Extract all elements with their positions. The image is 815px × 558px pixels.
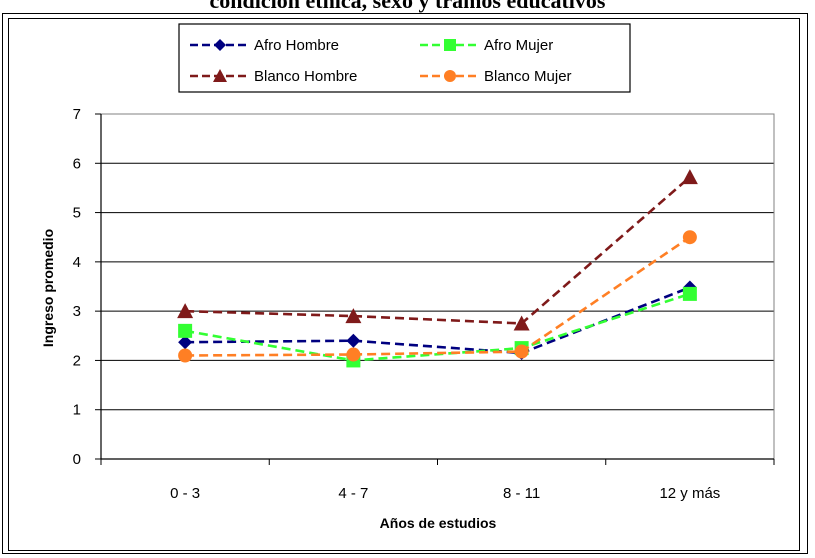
point-afro-hombre-1 — [346, 333, 361, 348]
point-blanco-mujer-3 — [682, 230, 697, 245]
legend-item-afro-mujer: Afro Mujer — [420, 37, 553, 54]
legend-marker-blanco-hombre — [213, 69, 227, 82]
legend-label-afro-hombre: Afro Hombre — [254, 37, 339, 54]
y-tick-label-4: 4 — [73, 254, 81, 271]
point-blanco-hombre-0 — [177, 303, 194, 319]
axes — [95, 113, 775, 465]
legend-label-afro-mujer: Afro Mujer — [484, 37, 553, 54]
point-blanco-mujer-1 — [346, 347, 361, 362]
legend-marker-afro-mujer — [444, 39, 456, 51]
legend-box — [178, 23, 631, 93]
legend: Afro Hombre Afro Mujer Blanco Hombre Blanco… — [178, 23, 631, 93]
series-blanco-mujer — [178, 230, 697, 363]
x-tick-label-3: 12 y más — [659, 485, 720, 502]
chart-title: condición étnica, sexo y tramos educativ… — [209, 0, 606, 13]
series-blanco-hombre — [177, 169, 698, 331]
series-line-blanco-hombre — [185, 176, 691, 325]
point-blanco-mujer-2 — [514, 344, 529, 359]
legend-item-afro-hombre: Afro Hombre — [190, 37, 339, 54]
series-line-afro-mujer — [184, 292, 691, 362]
point-afro-hombre-0 — [178, 335, 193, 350]
point-afro-mujer-3 — [682, 286, 697, 301]
legend-label-blanco-hombre: Blanco Hombre — [254, 68, 357, 85]
x-tick-labels: 0 - 3 4 - 7 8 - 11 12 y más — [170, 485, 720, 502]
legend-marker-blanco-mujer — [444, 70, 456, 82]
gridlines — [101, 113, 774, 411]
y-tick-labels: 0 1 2 3 4 5 6 7 — [73, 106, 81, 468]
y-tick-label-5: 5 — [73, 205, 81, 222]
point-blanco-hombre-2 — [513, 315, 530, 331]
chart-outer-frame — [2, 13, 808, 554]
x-axis-title: Años de estudios — [380, 515, 497, 531]
legend-item-blanco-mujer: Blanco Mujer — [420, 68, 572, 85]
point-blanco-hombre-3 — [681, 169, 698, 185]
point-blanco-mujer-0 — [178, 348, 193, 363]
y-tick-label-6: 6 — [73, 155, 81, 172]
y-tick-label-0: 0 — [73, 451, 81, 468]
x-tick-label-2: 8 - 11 — [503, 485, 540, 502]
chart-inner-frame — [8, 18, 800, 551]
x-tick-label-1: 4 - 7 — [338, 485, 368, 502]
series-line-blanco-mujer — [185, 236, 691, 357]
legend-item-blanco-hombre: Blanco Hombre — [190, 68, 357, 85]
y-tick-label-1: 1 — [73, 402, 81, 419]
plot-area-border — [100, 113, 775, 460]
legend-label-blanco-mujer: Blanco Mujer — [484, 68, 572, 85]
y-tick-label-2: 2 — [73, 352, 81, 369]
y-tick-label-7: 7 — [73, 106, 81, 123]
series-group — [177, 169, 698, 368]
x-tick-label-0: 0 - 3 — [170, 485, 200, 502]
y-tick-label-3: 3 — [73, 303, 81, 320]
legend-marker-afro-hombre — [214, 39, 226, 51]
point-blanco-hombre-1 — [345, 308, 362, 324]
point-afro-mujer-0 — [178, 323, 193, 338]
y-axis-title: Ingreso promedio — [40, 229, 56, 347]
